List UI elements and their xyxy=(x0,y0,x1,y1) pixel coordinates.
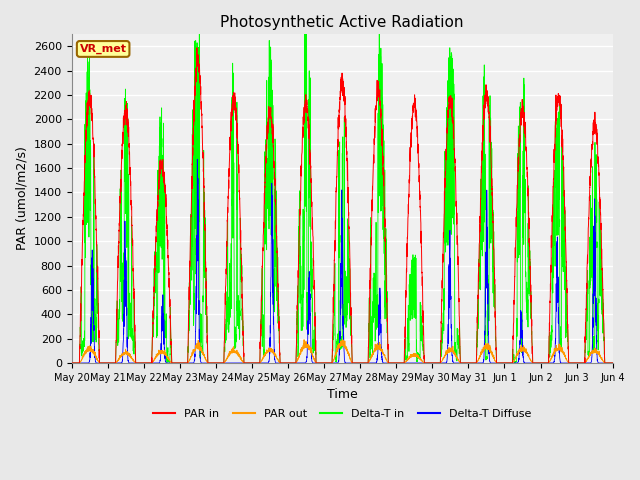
Title: Photosynthetic Active Radiation: Photosynthetic Active Radiation xyxy=(220,15,464,30)
Legend: PAR in, PAR out, Delta-T in, Delta-T Diffuse: PAR in, PAR out, Delta-T in, Delta-T Dif… xyxy=(148,405,536,423)
X-axis label: Time: Time xyxy=(327,388,358,401)
Text: VR_met: VR_met xyxy=(79,44,127,54)
Y-axis label: PAR (umol/m2/s): PAR (umol/m2/s) xyxy=(15,146,28,251)
